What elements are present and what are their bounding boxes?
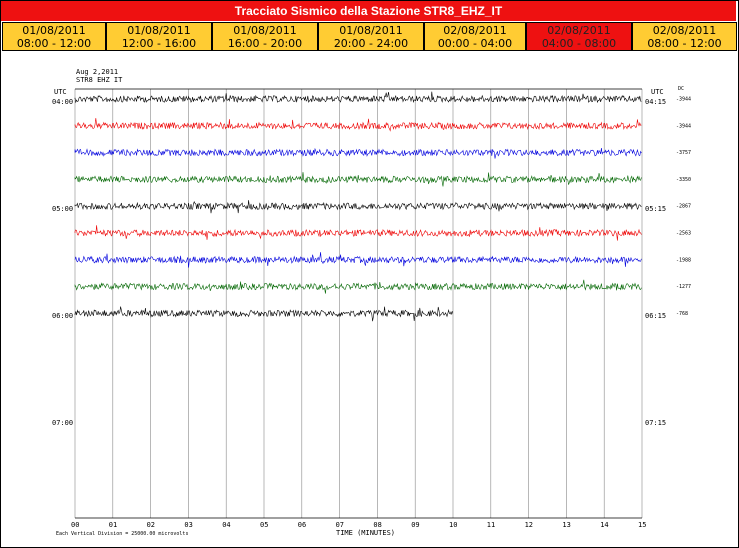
dc-value: -1277 bbox=[676, 284, 691, 290]
tab-3[interactable]: 01/08/2011 20:00 - 24:00 bbox=[318, 22, 424, 51]
left-time-1: 05:00 bbox=[52, 205, 73, 213]
dc-value: -3944 bbox=[676, 123, 691, 129]
tab-date: 02/08/2011 bbox=[443, 24, 507, 37]
left-time-0: 04:00 bbox=[52, 98, 73, 106]
dc-value: -3350 bbox=[676, 177, 691, 183]
tab-range: 04:00 - 08:00 bbox=[541, 37, 617, 50]
tab-range: 12:00 - 16:00 bbox=[121, 37, 197, 50]
utc-left-label: UTC bbox=[54, 88, 67, 96]
x-tick-label: 12 bbox=[525, 521, 533, 529]
x-axis-label: TIME (MINUTES) bbox=[336, 529, 395, 537]
seismic-trace bbox=[74, 225, 642, 241]
x-tick-label: 11 bbox=[487, 521, 495, 529]
dc-value: -2563 bbox=[676, 231, 691, 237]
dc-value: -2867 bbox=[676, 204, 691, 210]
dc-value: -1988 bbox=[676, 257, 691, 263]
tab-date: 01/08/2011 bbox=[22, 24, 86, 37]
tab-date: 02/08/2011 bbox=[547, 24, 611, 37]
tab-date: 01/08/2011 bbox=[127, 24, 191, 37]
seismic-trace bbox=[74, 200, 642, 214]
seismic-trace bbox=[74, 91, 642, 104]
seismogram-plot: Aug 2,2011 STR8 EHZ IT UTC UTC DC 04:00 … bbox=[52, 68, 691, 537]
right-time-1: 05:15 bbox=[645, 205, 666, 213]
x-tick-label: 13 bbox=[562, 521, 570, 529]
tab-range: 00:00 - 04:00 bbox=[437, 37, 513, 50]
x-tick-label: 02 bbox=[147, 521, 155, 529]
dc-value: -3757 bbox=[676, 150, 691, 156]
tab-1[interactable]: 01/08/2011 12:00 - 16:00 bbox=[106, 22, 212, 51]
time-window-tabs: 01/08/2011 08:00 - 12:00 01/08/2011 12:00 … bbox=[2, 22, 737, 51]
left-time-2: 06:00 bbox=[52, 312, 73, 320]
right-time-0: 04:15 bbox=[645, 98, 666, 106]
tab-2[interactable]: 01/08/2011 16:00 - 20:00 bbox=[212, 22, 318, 51]
tab-date: 01/08/2011 bbox=[339, 24, 403, 37]
x-tick-label: 04 bbox=[222, 521, 230, 529]
x-tick-label: 00 bbox=[71, 521, 79, 529]
dc-value: -3944 bbox=[676, 97, 691, 103]
seismic-trace bbox=[74, 172, 642, 187]
header-station: STR8 EHZ IT bbox=[76, 76, 123, 84]
seismic-trace bbox=[74, 118, 642, 132]
header-date: Aug 2,2011 bbox=[76, 68, 118, 76]
x-tick-label: 05 bbox=[260, 521, 268, 529]
seismic-trace bbox=[74, 147, 642, 159]
seismic-trace bbox=[74, 279, 642, 294]
tab-range: 16:00 - 20:00 bbox=[227, 37, 303, 50]
x-tick-label: 03 bbox=[184, 521, 192, 529]
left-time-3: 07:00 bbox=[52, 419, 73, 427]
x-tick-label: 06 bbox=[298, 521, 306, 529]
x-tick-label: 01 bbox=[109, 521, 117, 529]
right-time-3: 07:15 bbox=[645, 419, 666, 427]
page-title: Tracciato Sismico della Stazione STR8_EH… bbox=[1, 1, 736, 21]
tab-6[interactable]: 02/08/2011 08:00 - 12:00 bbox=[632, 22, 737, 51]
traces bbox=[74, 91, 642, 322]
seismic-trace bbox=[74, 306, 453, 322]
tab-range: 08:00 - 12:00 bbox=[16, 37, 92, 50]
grid-lines bbox=[74, 88, 643, 519]
tab-5-active[interactable]: 02/08/2011 04:00 - 08:00 bbox=[526, 22, 632, 51]
seismic-trace bbox=[74, 252, 642, 268]
x-tick-label: 07 bbox=[336, 521, 344, 529]
x-tick-label: 14 bbox=[600, 521, 608, 529]
tab-range: 20:00 - 24:00 bbox=[333, 37, 409, 50]
x-tick-label: 10 bbox=[449, 521, 457, 529]
tab-date: 01/08/2011 bbox=[233, 24, 297, 37]
tab-4[interactable]: 02/08/2011 00:00 - 04:00 bbox=[424, 22, 526, 51]
x-tick-label: 15 bbox=[638, 521, 646, 529]
x-tick-label: 09 bbox=[411, 521, 419, 529]
x-axis-ticks: 00 01 02 03 04 05 06 07 08 09 10 11 12 13 14 15 bbox=[71, 521, 646, 529]
tab-range: 08:00 - 12:00 bbox=[647, 37, 722, 50]
dc-value: -768 bbox=[676, 311, 688, 317]
utc-right-label: UTC bbox=[651, 88, 664, 96]
dc-values: -3944 -3944 -3757 -3350 -2867 -2563 -1988 -1277… bbox=[676, 97, 691, 317]
footnote: Each Vertical Division = 25000.00 microv… bbox=[56, 531, 188, 537]
tab-0[interactable]: 01/08/2011 08:00 - 12:00 bbox=[2, 22, 106, 51]
x-tick-label: 08 bbox=[373, 521, 381, 529]
right-time-2: 06:15 bbox=[645, 312, 666, 320]
dc-label: DC bbox=[678, 86, 684, 92]
tab-date: 02/08/2011 bbox=[652, 24, 717, 37]
